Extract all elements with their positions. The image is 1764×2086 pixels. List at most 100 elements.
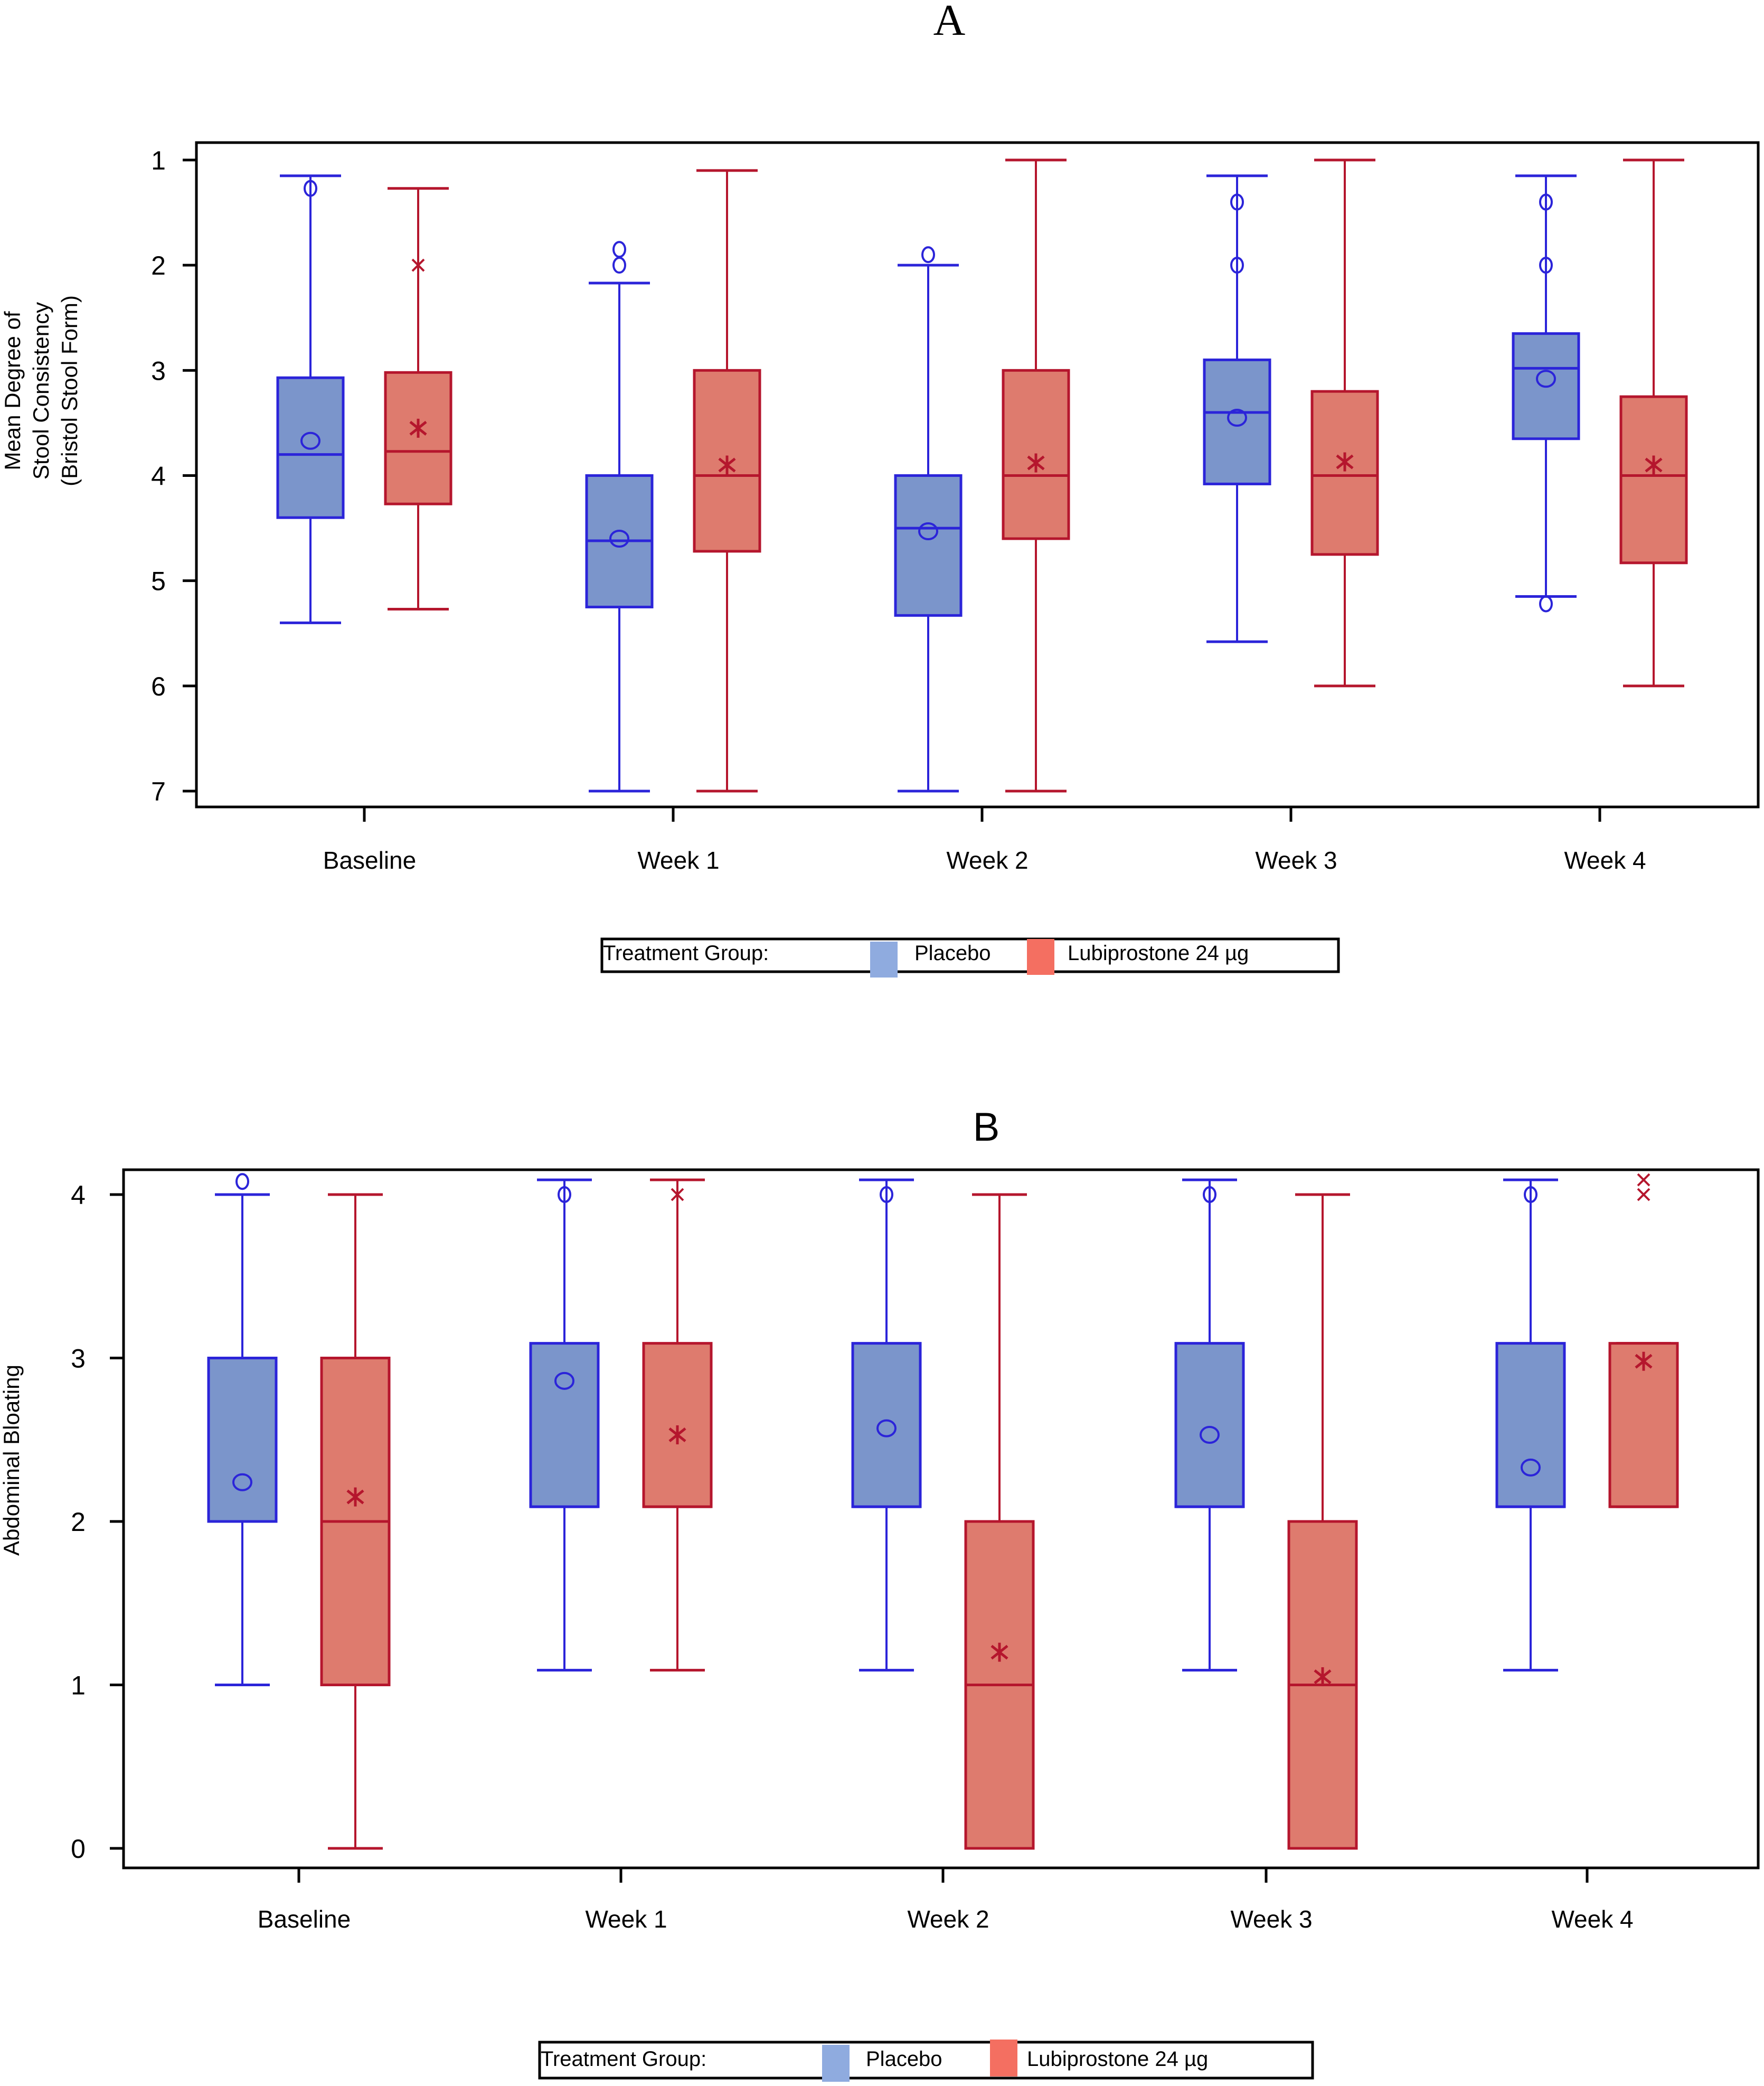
- panel-b-y-axis-label: Abdominal Bloating: [0, 1365, 24, 1556]
- box-placebo-week-2: [894, 246, 963, 793]
- mean-marker-asterisk: [668, 1425, 686, 1444]
- outlier-x: [671, 1188, 684, 1201]
- box-placebo-week-1: [585, 241, 654, 793]
- outlier-circle: [1230, 257, 1244, 274]
- box-iqr: [1203, 358, 1271, 485]
- mean-marker-asterisk: [409, 418, 427, 438]
- box-placebo-week-3: [1174, 1178, 1245, 1672]
- y-tick-label: 0: [71, 1834, 86, 1864]
- legend-swatch-lubiprostone: [1027, 939, 1054, 975]
- asterisk-stroke: [718, 457, 736, 473]
- box-lubiprostone-week-2: [1002, 158, 1070, 793]
- mean-marker-circle: [1536, 370, 1556, 388]
- panel-b-title: B: [973, 1105, 1000, 1150]
- box-iqr: [1619, 395, 1688, 565]
- box-placebo-week-4: [1512, 174, 1580, 613]
- mean-marker-circle: [300, 431, 320, 450]
- mean-marker-asterisk: [991, 1642, 1008, 1662]
- box-placebo-week-4: [1495, 1178, 1566, 1672]
- outlier-circle: [1203, 1186, 1216, 1203]
- asterisk-stroke: [1336, 454, 1354, 469]
- legend-swatch-placebo: [822, 2045, 850, 2082]
- box-lubiprostone-week-3: [1287, 1193, 1358, 1850]
- legend-frame: [600, 937, 1340, 973]
- box-iqr: [384, 371, 452, 505]
- panel-a-x-ticks: Baseline Week 1 Week 2 Week 3 Week 4: [323, 807, 1646, 874]
- x-tick-label: Week 3: [1255, 847, 1337, 874]
- mean-marker-asterisk: [1027, 453, 1045, 473]
- outlier-x: [1637, 1188, 1650, 1201]
- box-lubiprostone-week-4: [1608, 1173, 1679, 1508]
- panel-a: A Mean Degree of Stool Consistency (Bris…: [0, 0, 1760, 978]
- box-iqr: [207, 1357, 278, 1523]
- box-placebo-baseline: [207, 1173, 278, 1686]
- y-tick-label: 2: [71, 1507, 86, 1537]
- box-iqr: [642, 1342, 713, 1508]
- x-stroke: [411, 258, 425, 272]
- outlier-circle: [921, 246, 935, 264]
- box-iqr: [529, 1342, 600, 1508]
- y-axis-label-line: (Bristol Stool Form): [57, 295, 82, 486]
- x-tick-label: Week 2: [946, 847, 1028, 874]
- outlier-circle: [1539, 257, 1553, 274]
- panel-a-y-axis-label: Mean Degree of Stool Consistency (Bristo…: [0, 295, 82, 486]
- asterisk-stroke: [1314, 1669, 1332, 1684]
- x-stroke: [671, 1188, 684, 1201]
- box-iqr: [851, 1342, 922, 1508]
- outlier-circle: [1524, 1186, 1537, 1203]
- x-tick-label: Baseline: [323, 847, 416, 874]
- panel-a-boxes: [276, 158, 1688, 793]
- legend-swatch-lubiprostone: [990, 2040, 1017, 2076]
- panel-a-legend: Treatment Group: Placebo Lubiprostone 24…: [600, 937, 1340, 978]
- legend-label-lubiprostone: Lubiprostone 24 µg: [1068, 942, 1249, 965]
- x-tick-label: Week 4: [1551, 1905, 1633, 1933]
- x-tick-label: Week 1: [585, 1905, 667, 1933]
- y-axis-label-line: Mean Degree of: [0, 311, 25, 471]
- legend-frame: [538, 2041, 1314, 2080]
- outlier-x: [411, 258, 425, 272]
- y-tick-label: 6: [151, 672, 166, 701]
- mean-marker-asterisk: [1635, 1351, 1653, 1371]
- asterisk-stroke: [1027, 455, 1045, 471]
- box-iqr: [1310, 390, 1379, 556]
- panel-b-y-ticks: 0 1 2 3 4: [71, 1180, 124, 1864]
- y-tick-label: 4: [151, 462, 166, 491]
- panel-b: B Abdominal Bloating 0 1 2 3 4 Baseline Week …: [0, 1105, 1760, 2082]
- outlier-circle: [558, 1186, 571, 1203]
- panel-b-boxes: [207, 1173, 1679, 1850]
- asterisk-stroke: [1645, 457, 1663, 473]
- y-tick-label: 2: [151, 251, 166, 280]
- box-iqr: [1495, 1342, 1566, 1508]
- box-lubiprostone-week-1: [693, 169, 761, 793]
- outlier-circle: [1230, 193, 1244, 211]
- mean-marker-circle: [918, 522, 938, 541]
- y-tick-label: 5: [151, 567, 166, 596]
- y-tick-label: 1: [71, 1671, 86, 1700]
- y-tick-label: 3: [71, 1344, 86, 1374]
- box-placebo-week-3: [1203, 174, 1271, 643]
- legend-label-lubiprostone: Lubiprostone 24 µg: [1027, 2047, 1208, 2071]
- box-iqr: [276, 376, 345, 519]
- panel-b-x-ticks: Baseline Week 1 Week 2 Week 3 Week 4: [258, 1868, 1634, 1933]
- box-placebo-week-1: [529, 1178, 600, 1672]
- x-tick-label: Week 3: [1230, 1905, 1312, 1933]
- mean-marker-circle: [232, 1473, 252, 1491]
- box-lubiprostone-week-2: [964, 1193, 1035, 1850]
- legend-title: Treatment Group:: [541, 2047, 706, 2071]
- x-tick-label: Baseline: [258, 1905, 351, 1933]
- mean-marker-asterisk: [1336, 452, 1354, 472]
- box-placebo-week-2: [851, 1178, 922, 1672]
- outlier-circle: [612, 257, 626, 274]
- mean-marker-circle: [609, 530, 629, 548]
- outlier-circle: [235, 1173, 249, 1190]
- asterisk-stroke: [346, 1489, 364, 1505]
- asterisk-stroke: [409, 420, 427, 436]
- box-lubiprostone-baseline: [320, 1193, 391, 1850]
- asterisk-stroke: [668, 1427, 686, 1442]
- x-tick-label: Week 4: [1564, 847, 1646, 874]
- x-tick-label: Week 2: [907, 1905, 989, 1933]
- legend-swatch-placebo: [870, 942, 898, 978]
- mean-marker-circle: [1200, 1425, 1220, 1444]
- mean-marker-circle: [554, 1371, 574, 1390]
